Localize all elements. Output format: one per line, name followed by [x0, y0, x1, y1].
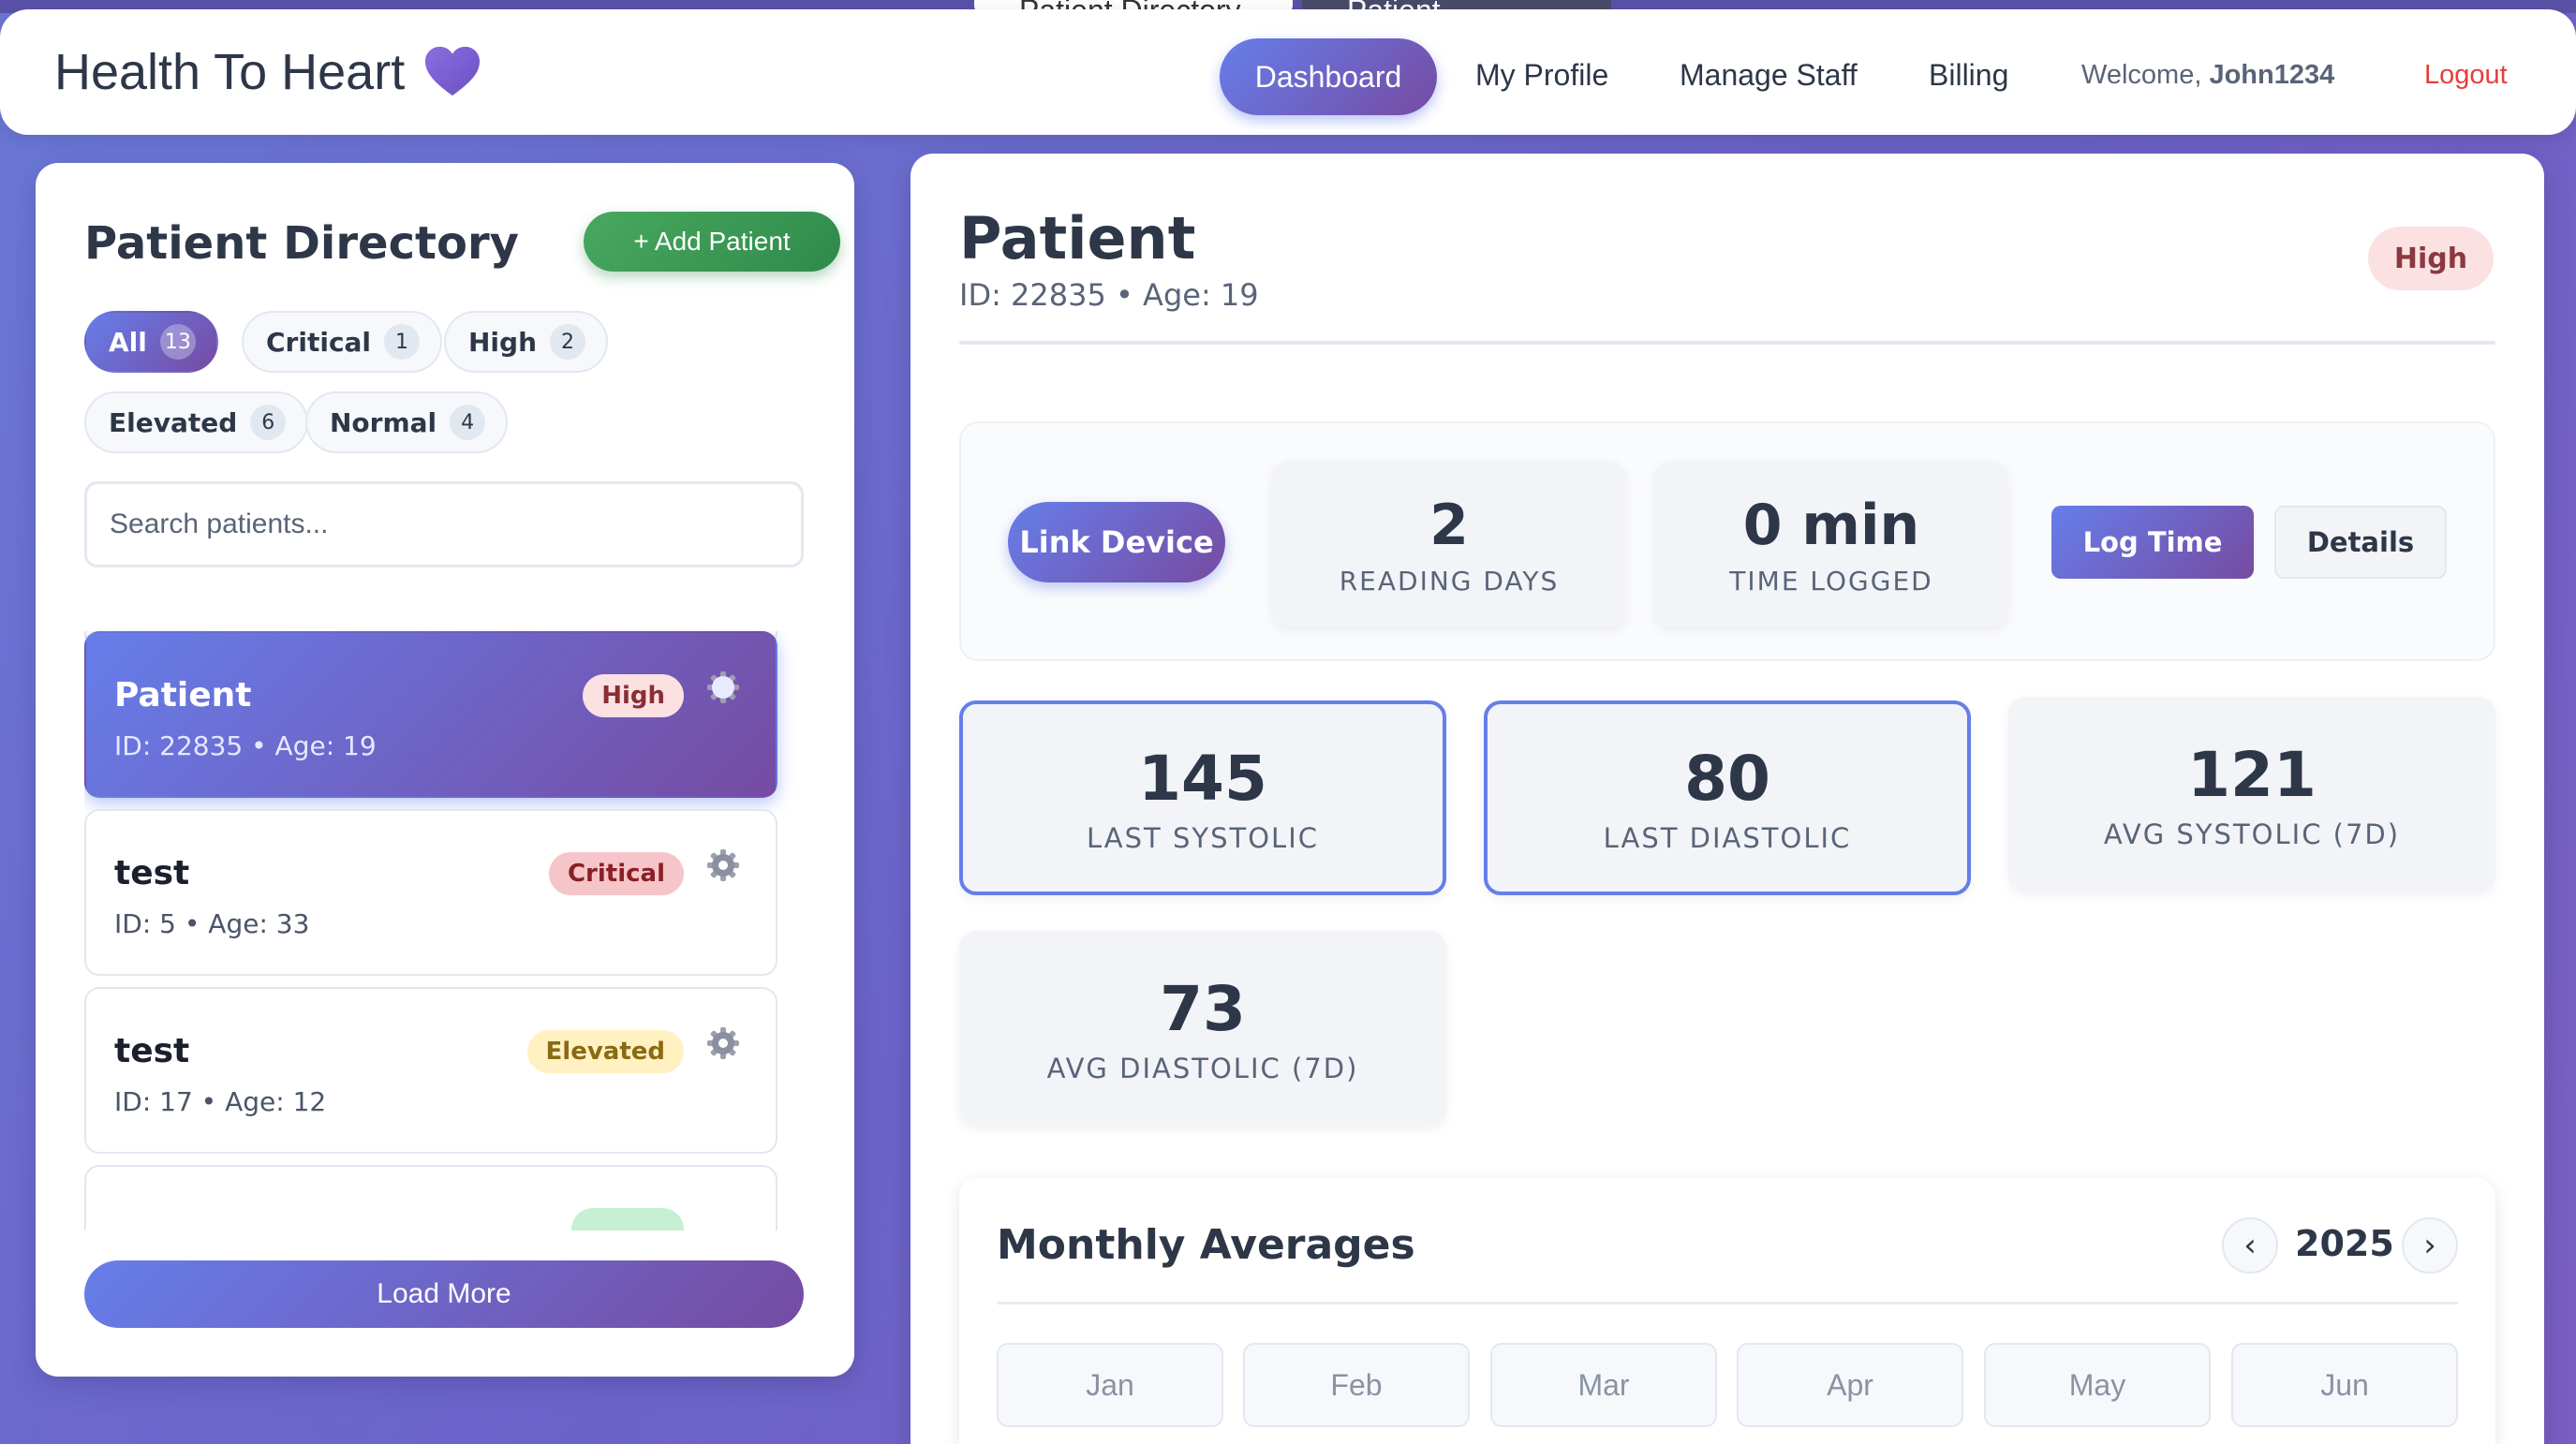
search-input[interactable]	[84, 481, 804, 567]
filter-label: Elevated	[109, 406, 238, 438]
stat-value: 73	[1160, 972, 1246, 1045]
month-apr[interactable]: Apr	[1737, 1343, 1963, 1427]
log-time-button[interactable]: Log Time	[2051, 506, 2254, 579]
filter-label: All	[109, 326, 147, 358]
monthly-title: Monthly Averages	[997, 1221, 1415, 1269]
stat-label: AVG DIASTOLIC (7D)	[1046, 1052, 1359, 1084]
last-diastolic-card: 80 LAST DIASTOLIC	[1484, 700, 1971, 895]
patient-card-selected[interactable]: Patient ID: 22835 • Age: 19 High	[84, 631, 777, 798]
prev-year-button[interactable]: ‹	[2222, 1217, 2278, 1274]
divider	[959, 341, 2495, 345]
status-badge: Critical	[548, 852, 684, 895]
stat-value: 2	[1429, 492, 1469, 558]
filter-label: High	[468, 326, 538, 358]
filter-critical[interactable]: Critical 1	[242, 311, 443, 373]
patient-title: Patient	[959, 204, 1196, 273]
patient-card[interactable]: test ID: 17 • Age: 12 Elevated	[84, 987, 777, 1154]
patient-meta: ID: 17 • Age: 12	[114, 1086, 327, 1117]
stat-value: 80	[1684, 742, 1770, 815]
nav-manage-staff-link[interactable]: Manage Staff	[1680, 58, 1858, 92]
directory-title: Patient Directory	[84, 217, 519, 270]
patient-directory-panel: Patient Directory + Add Patient All 13 C…	[36, 163, 854, 1377]
nav-my-profile-link[interactable]: My Profile	[1475, 58, 1609, 92]
filter-label: Critical	[266, 326, 372, 358]
top-navbar: Health To Heart Dashboard My Profile Man…	[0, 9, 2576, 135]
patient-detail-panel: Patient ID: 22835 • Age: 19 High Link De…	[910, 154, 2544, 1444]
patient-list: Patient ID: 22835 • Age: 19 High test ID…	[84, 631, 813, 1230]
filter-elevated[interactable]: Elevated 6	[84, 391, 309, 453]
stat-label: READING DAYS	[1339, 565, 1560, 597]
nav-billing-link[interactable]: Billing	[1929, 58, 2009, 92]
filter-all[interactable]: All 13	[84, 311, 218, 373]
welcome-prefix: Welcome,	[2081, 60, 2202, 90]
divider	[997, 1302, 2458, 1304]
filter-high[interactable]: High 2	[444, 311, 609, 373]
risk-badge: High	[2368, 227, 2494, 290]
month-feb[interactable]: Feb	[1243, 1343, 1470, 1427]
welcome-text: Welcome, John1234	[2081, 60, 2334, 91]
gear-icon[interactable]	[704, 1024, 742, 1062]
filter-normal[interactable]: Normal 4	[305, 391, 509, 453]
patient-meta: ID: 22835 • Age: 19	[114, 730, 377, 761]
filter-count: 4	[450, 405, 486, 440]
nav-dashboard-button[interactable]: Dashboard	[1220, 38, 1437, 115]
gear-icon[interactable]	[704, 669, 742, 706]
patient-name: test	[114, 1032, 190, 1070]
month-jun[interactable]: Jun	[2231, 1343, 2458, 1427]
avg-diastolic-card: 73 AVG DIASTOLIC (7D)	[959, 931, 1446, 1126]
patient-meta: ID: 5 • Age: 33	[114, 908, 310, 939]
patient-name: test	[114, 854, 190, 892]
stat-label: LAST DIASTOLIC	[1603, 821, 1852, 854]
filter-count: 13	[159, 324, 196, 360]
patient-card-partial[interactable]	[84, 1165, 777, 1230]
stat-label: TIME LOGGED	[1729, 565, 1933, 597]
filter-count: 2	[550, 324, 586, 360]
brand-name: Health To Heart	[54, 44, 406, 100]
filter-count: 1	[384, 324, 421, 360]
status-badge: Elevated	[526, 1030, 684, 1073]
next-year-button[interactable]: ›	[2402, 1217, 2458, 1274]
monthly-averages-card: Monthly Averages ‹ 2025 › Jan Feb Mar Ap…	[959, 1178, 2495, 1444]
status-badge	[571, 1208, 684, 1230]
heart-icon	[425, 46, 481, 96]
username: John1234	[2209, 60, 2335, 90]
patient-card[interactable]: test ID: 5 • Age: 33 Critical	[84, 809, 777, 976]
stat-label: LAST SYSTOLIC	[1086, 821, 1320, 854]
month-may[interactable]: May	[1984, 1343, 2211, 1427]
add-patient-button[interactable]: + Add Patient	[584, 212, 840, 272]
filter-count: 6	[250, 405, 287, 440]
brand[interactable]: Health To Heart	[54, 43, 481, 101]
filter-label: Normal	[330, 406, 437, 438]
reading-days-stat: 2 READING DAYS	[1272, 461, 1626, 627]
patient-meta: ID: 22835 • Age: 19	[959, 277, 1259, 313]
time-logged-stat: 0 min TIME LOGGED	[1654, 461, 2008, 627]
year-label: 2025	[2295, 1223, 2394, 1264]
device-panel: Link Device 2 READING DAYS 0 min TIME LO…	[959, 421, 2495, 661]
month-jan[interactable]: Jan	[997, 1343, 1223, 1427]
load-more-button[interactable]: Load More	[84, 1260, 804, 1328]
stat-value: 145	[1138, 742, 1267, 815]
last-systolic-card: 145 LAST SYSTOLIC	[959, 700, 1446, 895]
details-button[interactable]: Details	[2274, 506, 2447, 579]
patient-name: Patient	[114, 676, 252, 715]
gear-icon[interactable]	[704, 847, 742, 884]
stat-label: AVG SYSTOLIC (7D)	[2103, 818, 2401, 850]
logout-link[interactable]: Logout	[2424, 60, 2508, 90]
avg-systolic-card: 121 AVG SYSTOLIC (7D)	[2008, 697, 2495, 891]
stat-value: 0 min	[1742, 492, 1920, 558]
stat-value: 121	[2187, 738, 2317, 811]
month-mar[interactable]: Mar	[1490, 1343, 1717, 1427]
status-badge: High	[583, 674, 684, 717]
link-device-button[interactable]: Link Device	[1008, 502, 1225, 582]
